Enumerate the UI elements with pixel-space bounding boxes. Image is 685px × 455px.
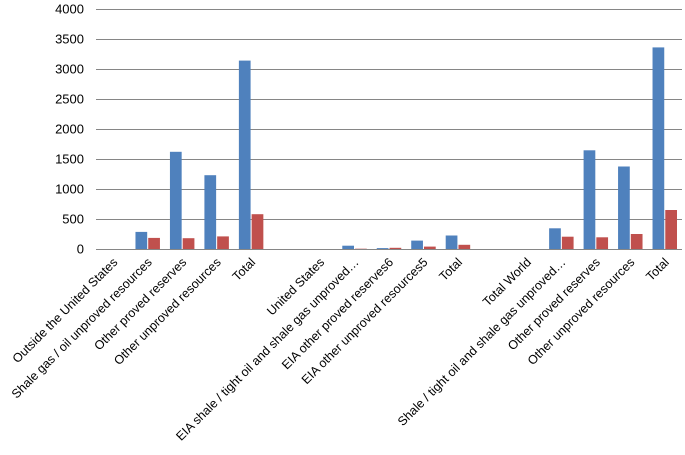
bar-series-2-1 [148, 237, 160, 249]
bar-series-1-9 [411, 240, 423, 249]
y-tick-label: 1500 [55, 152, 84, 167]
bar-series-2-15 [630, 234, 643, 249]
bar-series-2-8 [389, 247, 402, 249]
y-axis-tick-labels: 0 500 1000 1500 2000 2500 3000 3500 4000 [55, 2, 84, 257]
bar-series-1-10 [445, 235, 458, 249]
bar-series-1-3 [204, 175, 217, 249]
bar-series-1-8 [376, 248, 389, 249]
bar-series-1-14 [583, 150, 596, 249]
y-tick-label: 2500 [55, 92, 84, 107]
x-category-label: Total [643, 255, 672, 284]
bar-series-1-2 [169, 151, 182, 249]
bar-series-2-2 [182, 238, 195, 249]
bar-series-2-14 [596, 237, 609, 249]
bar-series-1-4 [238, 60, 251, 249]
bar-series-1-15 [618, 166, 630, 249]
bar-series-1-1 [135, 231, 148, 249]
x-category-label: Shale gas / oil unproved resources [9, 255, 155, 401]
bar-series-1-16 [652, 47, 665, 250]
bar-series-2-16 [665, 210, 677, 249]
y-tick-label: 4000 [55, 2, 84, 17]
y-tick-label: 0 [77, 242, 84, 257]
x-category-label: Total [230, 255, 259, 284]
y-tick-label: 2000 [55, 122, 84, 137]
bar-series-2-10 [458, 244, 471, 249]
y-tick-label: 1000 [55, 182, 84, 197]
bar-series-2-3 [217, 236, 229, 249]
bar-series-2-13 [561, 236, 574, 249]
bar-series-2-9 [423, 246, 436, 249]
bar-series-1-13 [549, 228, 561, 249]
y-tick-label: 3000 [55, 62, 84, 77]
y-tick-label: 500 [62, 212, 84, 227]
x-category-label: EIA other unproved resources5 [299, 255, 431, 387]
bar-series-2-4 [251, 214, 264, 249]
y-tick-label: 3500 [55, 32, 84, 47]
x-category-label: Total [436, 255, 465, 284]
bar-marks [135, 47, 677, 250]
bar-series-1-7 [342, 245, 355, 249]
gridlines [96, 9, 682, 220]
